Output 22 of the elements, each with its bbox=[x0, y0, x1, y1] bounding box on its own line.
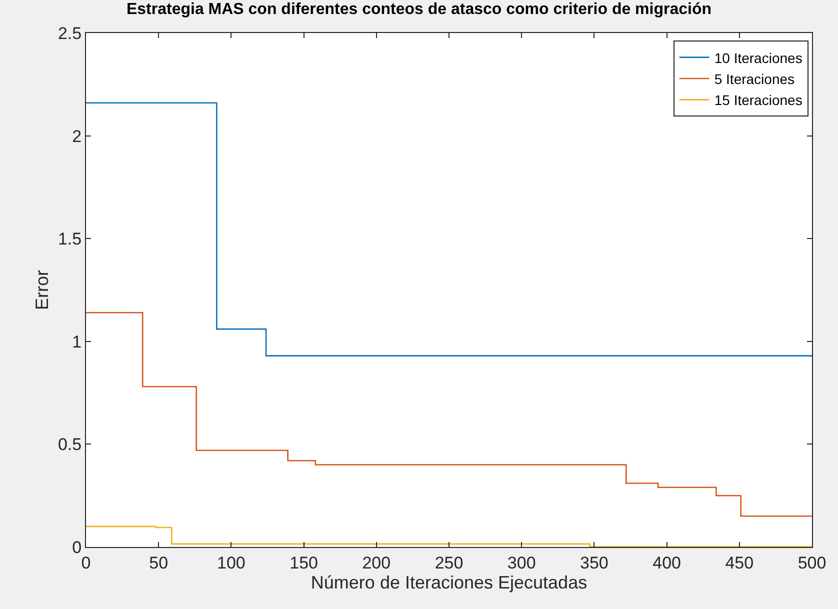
x-tick-label: 150 bbox=[290, 553, 318, 572]
x-tick-label: 250 bbox=[434, 553, 464, 572]
x-tick-label: 200 bbox=[362, 553, 391, 572]
y-tick-label: 0.5 bbox=[58, 435, 82, 454]
x-tick-label: 450 bbox=[725, 553, 754, 572]
y-axis-title: Error bbox=[32, 270, 52, 310]
x-axis-title: Número de Iteraciones Ejecutadas bbox=[310, 572, 588, 592]
y-tick-label: 2.5 bbox=[58, 24, 82, 43]
legend-label: 15 Iteraciones bbox=[714, 92, 802, 108]
legend-label: 10 Iteraciones bbox=[714, 50, 802, 66]
y-tick-label: 0 bbox=[72, 538, 82, 557]
x-tick-label: 300 bbox=[507, 553, 536, 572]
x-tick-label: 400 bbox=[652, 553, 681, 572]
x-tick-label: 50 bbox=[149, 553, 168, 572]
legend-label: 5 Iteraciones bbox=[714, 70, 795, 87]
x-tick-label: 350 bbox=[580, 553, 608, 572]
y-tick-label: 1 bbox=[72, 332, 82, 352]
y-tick-label: 2 bbox=[72, 126, 82, 146]
x-tick-label: 500 bbox=[798, 553, 826, 572]
chart-title: Estrategia MAS con diferentes conteos de atasco como criterio de migración bbox=[126, 1, 712, 18]
y-tick-label: 1.5 bbox=[58, 230, 82, 249]
x-tick-label: 100 bbox=[217, 553, 246, 572]
